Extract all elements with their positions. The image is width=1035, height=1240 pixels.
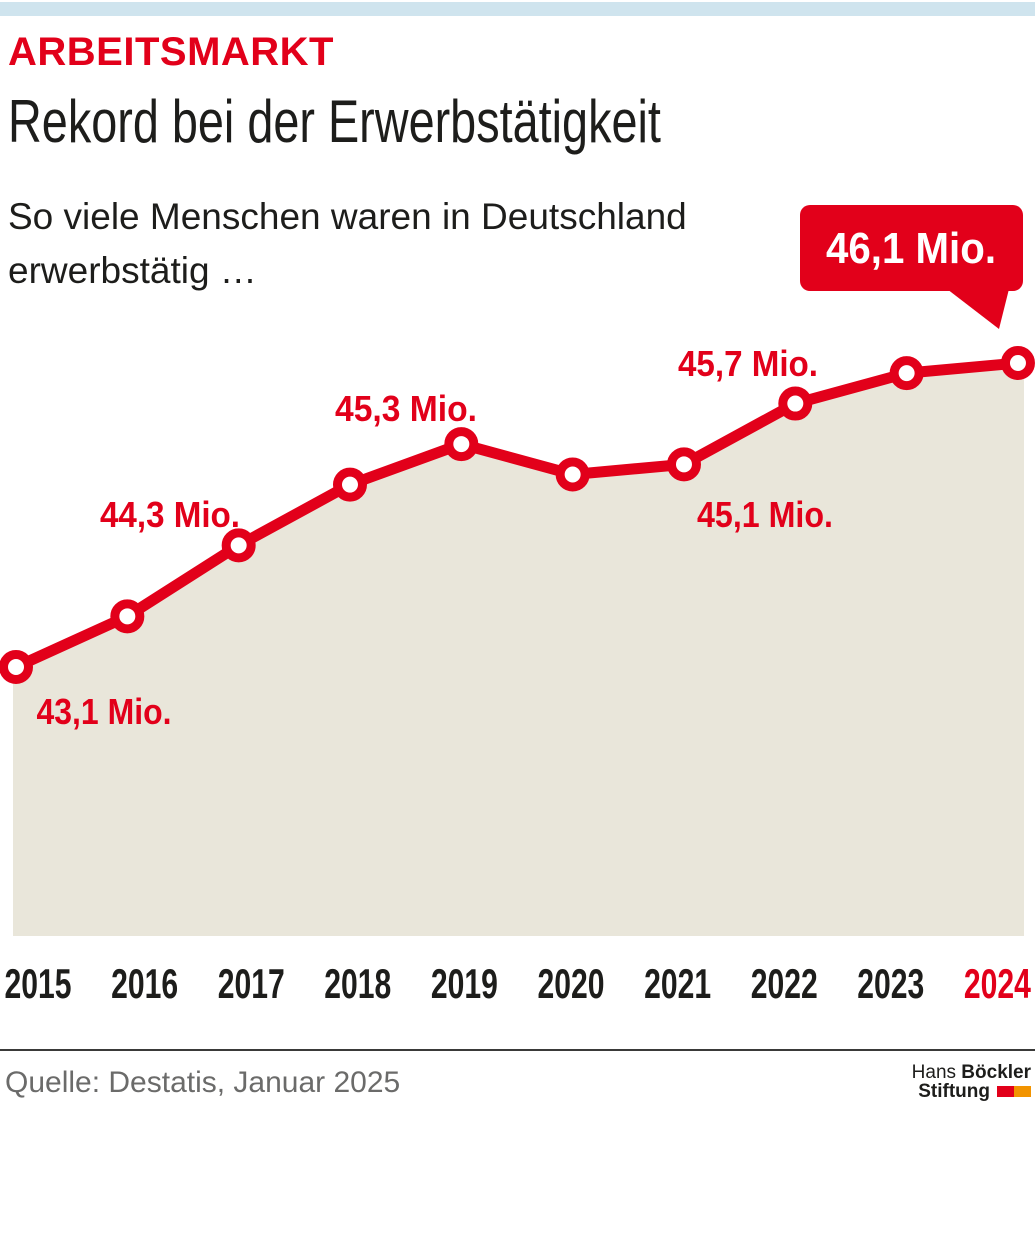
data-point-2015 bbox=[0, 650, 33, 684]
x-tick-2019: 2019 bbox=[431, 960, 498, 1007]
hans-boeckler-stiftung-logo: Hans Böckler Stiftung bbox=[912, 1063, 1031, 1101]
logo-line1: Hans Böckler bbox=[912, 1063, 1031, 1082]
x-tick-2018: 2018 bbox=[324, 960, 391, 1007]
logo-mark-icon bbox=[997, 1086, 1031, 1097]
data-point-2022 bbox=[778, 386, 813, 421]
top-accent-bar bbox=[0, 2, 1035, 16]
data-point-2023 bbox=[889, 356, 924, 391]
source-text: Quelle: Destatis, Januar 2025 bbox=[5, 1066, 401, 1099]
value-label-2021: 45,1 Mio. bbox=[697, 494, 833, 535]
data-point-2020 bbox=[555, 457, 590, 492]
subtitle: So viele Menschen waren in Deutschland e… bbox=[8, 196, 687, 292]
x-tick-2015: 2015 bbox=[5, 960, 72, 1007]
x-axis: 2015 2016 2017 2018 2019 2020 2021 2022 2023 2024 bbox=[5, 960, 1032, 1007]
x-tick-2021: 2021 bbox=[644, 960, 711, 1007]
data-point-2021 bbox=[666, 447, 701, 482]
kicker: ARBEITSMARKT bbox=[8, 30, 334, 74]
callout: 46,1 Mio. bbox=[800, 205, 1023, 329]
value-labels: 43,1 Mio. 44,3 Mio. 45,3 Mio. 45,1 Mio. 45,7… bbox=[37, 343, 834, 732]
logo-line2: Stiftung bbox=[912, 1082, 1031, 1101]
x-tick-2023: 2023 bbox=[857, 960, 924, 1007]
x-tick-2016: 2016 bbox=[111, 960, 178, 1007]
logo-stiftung: Stiftung bbox=[918, 1081, 990, 1102]
callout-tail-icon bbox=[947, 289, 1009, 329]
data-point-2016 bbox=[110, 599, 145, 634]
callout-value-label: 46,1 Mio. bbox=[826, 224, 996, 273]
logo-name-regular: Hans bbox=[911, 1062, 957, 1083]
logo-mark-orange bbox=[1014, 1086, 1031, 1097]
data-point-2017 bbox=[221, 528, 256, 563]
logo-mark-red bbox=[997, 1086, 1014, 1097]
area-fill bbox=[13, 363, 1024, 936]
callout-bubble bbox=[800, 205, 1023, 291]
value-label-2019: 45,3 Mio. bbox=[335, 388, 477, 429]
value-label-2015: 43,1 Mio. bbox=[37, 691, 172, 732]
footer-divider bbox=[0, 1049, 1035, 1051]
x-tick-2024: 2024 bbox=[964, 960, 1031, 1007]
trend-line bbox=[13, 357, 1019, 673]
x-tick-2017: 2017 bbox=[218, 960, 285, 1007]
data-point-2019 bbox=[444, 427, 479, 462]
logo-name-bold: Böckler bbox=[961, 1062, 1031, 1083]
value-label-2017: 44,3 Mio. bbox=[100, 494, 240, 535]
x-tick-2022: 2022 bbox=[751, 960, 818, 1007]
data-point-2018 bbox=[332, 467, 367, 502]
page-title: Rekord bei der Erwerbstätigkeit bbox=[8, 88, 661, 155]
value-label-2022: 45,7 Mio. bbox=[678, 343, 818, 384]
data-point-2024 bbox=[1000, 346, 1035, 381]
data-points bbox=[0, 346, 1035, 684]
x-tick-2020: 2020 bbox=[538, 960, 605, 1007]
